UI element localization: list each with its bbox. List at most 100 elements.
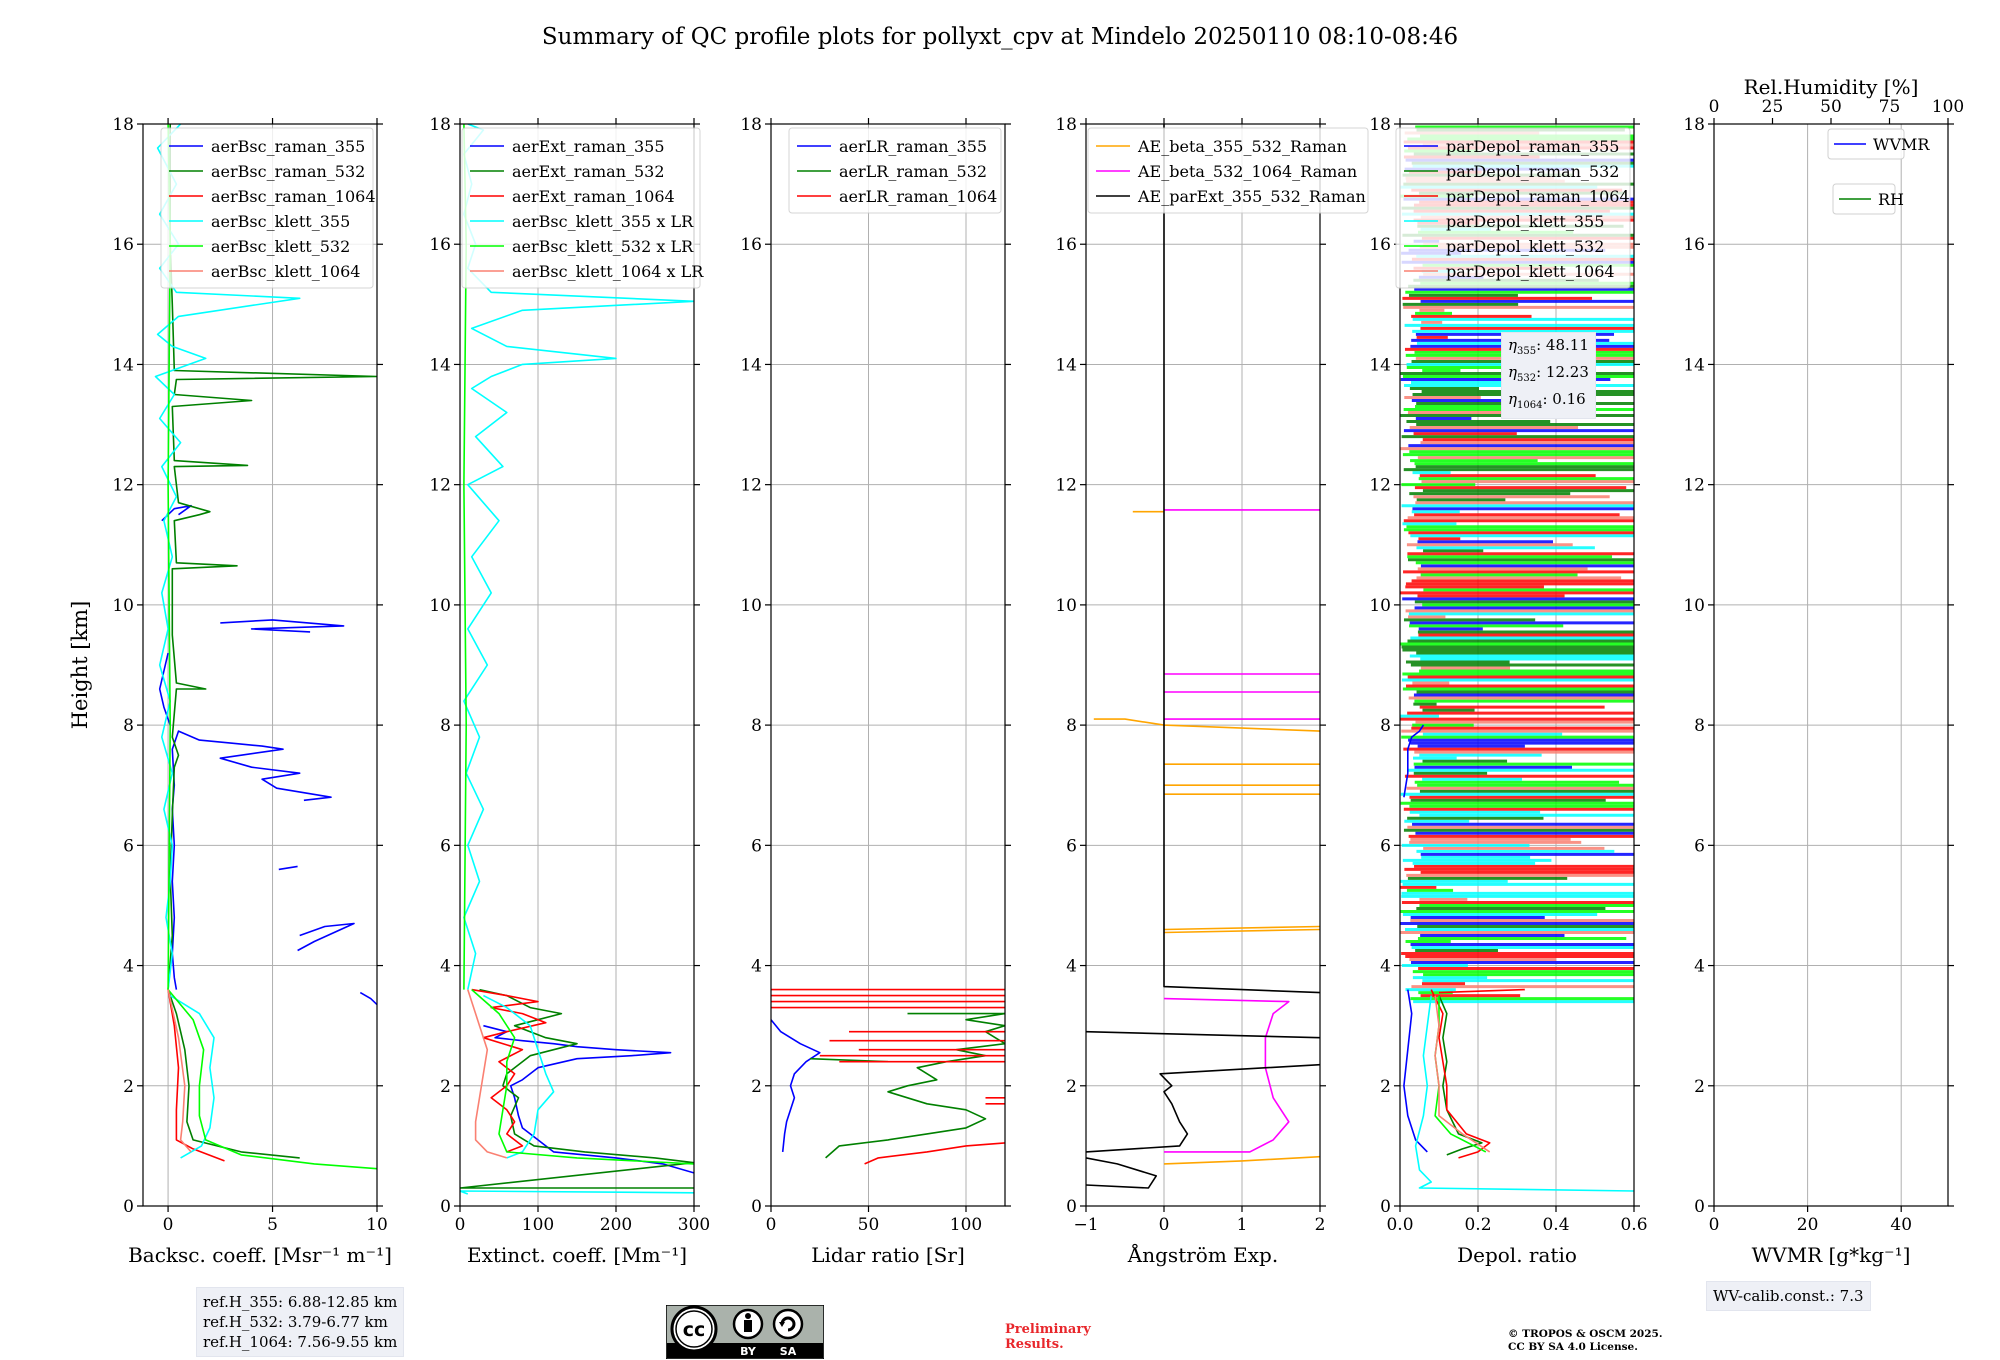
x-axis-label: Ångström Exp. xyxy=(1127,1242,1278,1267)
legend-box xyxy=(160,127,374,289)
x-axis-label: Lidar ratio [Sr] xyxy=(811,1243,965,1267)
x-axis-label: Extinct. coeff. [Mm⁻¹] xyxy=(467,1243,687,1267)
series-line-AE_parExt_355_532_Raman xyxy=(1086,1063,1320,1153)
figure-title: Summary of QC profile plots for pollyxt_… xyxy=(542,24,1458,50)
x-tick-label: 300 xyxy=(678,1215,710,1235)
y-tick-label: 10 xyxy=(1369,596,1391,616)
series-line-parDepol_raman_1064 xyxy=(1438,988,1525,994)
y-tick-label: 14 xyxy=(112,355,134,375)
y-tick-label: 12 xyxy=(740,476,762,496)
x-tick-label: 0 xyxy=(1709,1215,1720,1235)
y-tick-label: 2 xyxy=(440,1077,451,1097)
legend-label-aerBsc_klett_355 x LR: aerBsc_klett_355 x LR xyxy=(512,212,694,231)
series-line-aerBsc_raman_1064 xyxy=(167,989,225,1162)
y-tick-label: 18 xyxy=(429,115,451,135)
y-tick-label: 10 xyxy=(429,596,451,616)
x-tick-label: −1 xyxy=(1073,1215,1098,1235)
x-tick-label: 40 xyxy=(1890,1215,1912,1235)
ref-height-532: ref.H_532: 3.79-6.77 km xyxy=(203,1313,388,1331)
y-tick-label: 8 xyxy=(1380,716,1391,736)
series-line-aerBsc_klett_532 x LR xyxy=(471,988,694,1165)
plot-area xyxy=(771,988,1005,1165)
top-x-tick-label: 100 xyxy=(1932,97,1964,117)
cc-text: cc xyxy=(683,1319,706,1341)
series-line-aerExt_raman_532 xyxy=(460,988,694,1189)
y-tick-label: 16 xyxy=(740,235,762,255)
y-tick-label: 6 xyxy=(1694,836,1705,856)
legend-box xyxy=(788,127,1002,214)
legend-label-aerBsc_raman_532: aerBsc_raman_532 xyxy=(211,162,365,181)
series-line-aerBsc_raman_355 xyxy=(278,865,298,871)
legend-label-aerBsc_raman_1064: aerBsc_raman_1064 xyxy=(211,187,376,206)
preliminary-results-note: Preliminary Results. xyxy=(1005,1322,1091,1352)
series-line-aerBsc_raman_532 xyxy=(167,989,300,1159)
y-tick-label: 8 xyxy=(751,716,762,736)
series-line-AE_beta_355_532_Raman xyxy=(1163,1155,1320,1165)
y-tick-label: 2 xyxy=(1380,1077,1391,1097)
series-line-AE_beta_355_532_Raman xyxy=(1163,925,1320,931)
y-tick-label: 4 xyxy=(751,957,762,977)
y-tick-label: 16 xyxy=(1369,235,1391,255)
y-tick-label: 6 xyxy=(1066,836,1077,856)
y-tick-label: 12 xyxy=(1683,476,1705,496)
y-tick-label: 14 xyxy=(1055,355,1077,375)
legend-label-RH: RH xyxy=(1878,190,1904,209)
series-line-aerLR_raman_532 xyxy=(825,1012,1005,1159)
axes-frame xyxy=(770,123,1006,1207)
y-tick-label: 4 xyxy=(123,957,134,977)
x-tick-label: 0 xyxy=(766,1215,777,1235)
legend-label-aerExt_raman_1064: aerExt_raman_1064 xyxy=(512,187,675,206)
series-line-aerBsc_klett_532 xyxy=(167,989,377,1170)
legend-label-aerLR_raman_355: aerLR_raman_355 xyxy=(839,137,987,156)
y-tick-label: 8 xyxy=(1694,716,1705,736)
series-line-aerLR_raman_1064 xyxy=(864,1142,1005,1165)
y-axis-label: Height [km] xyxy=(68,601,92,730)
legend-label-parDepol_raman_355: parDepol_raman_355 xyxy=(1446,137,1619,156)
panel-extinction: 0 100 200 300 0 2 4 6 8 10 12 14 16 18 Extinct. coeff.… xyxy=(429,115,710,1267)
y-tick-label: 4 xyxy=(1066,957,1077,977)
legend-label-aerExt_raman_532: aerExt_raman_532 xyxy=(512,162,665,181)
legend-label-aerBsc_raman_355: aerBsc_raman_355 xyxy=(211,137,365,156)
series-line-aerBsc_raman_355 xyxy=(297,922,355,952)
y-tick-label: 10 xyxy=(112,596,134,616)
x-tick-label: 200 xyxy=(600,1215,632,1235)
cc-by-text: BY xyxy=(740,1345,757,1358)
x-axis-label: Backsc. coeff. [Msr⁻¹ m⁻¹] xyxy=(128,1243,392,1267)
axes-frame xyxy=(459,123,695,1207)
axes-frame xyxy=(142,123,378,1207)
series-line-parDepol_klett_1064 xyxy=(1434,995,1491,1153)
y-tick-label: 4 xyxy=(1380,957,1391,977)
y-tick-label: 14 xyxy=(429,355,451,375)
copyright-note: © TROPOS & OSCM 2025. CC BY SA 4.0 Licen… xyxy=(1508,1328,1663,1353)
series-line-aerBsc_raman_355 xyxy=(171,730,332,990)
series-line-aerBsc_klett_355 x LR xyxy=(483,994,555,1159)
y-tick-label: 16 xyxy=(429,235,451,255)
y-tick-label: 12 xyxy=(1369,476,1391,496)
y-tick-label: 18 xyxy=(1369,115,1391,135)
y-tick-label: 6 xyxy=(1380,836,1391,856)
legend-label-parDepol_klett_1064: parDepol_klett_1064 xyxy=(1446,262,1615,281)
y-tick-label: 10 xyxy=(1683,596,1705,616)
series-line-parDepol_raman_532 xyxy=(1438,995,1483,1156)
series-line-AE_beta_355_532_Raman xyxy=(1093,718,1320,732)
wv-calib-box: WV-calib.const.: 7.3 xyxy=(1706,1281,1871,1311)
y-tick-label: 18 xyxy=(1683,115,1705,135)
eta-355: η355: 48.11 xyxy=(1508,336,1589,357)
y-tick-label: 0 xyxy=(1380,1197,1391,1217)
series-line-AE_parExt_355_532_Raman xyxy=(1086,1030,1320,1039)
legend-label-WVMR: WVMR xyxy=(1873,135,1930,154)
legend-label-AE_beta_355_532_Raman: AE_beta_355_532_Raman xyxy=(1137,137,1347,156)
plot-area xyxy=(1086,124,1320,1189)
series-line-aerExt_raman_1064 xyxy=(471,988,547,1153)
cc-by-sa-badge-icon: cc BY SA xyxy=(666,1305,824,1359)
axes-frame xyxy=(1085,123,1321,1207)
series-line-aerBsc_klett_355 x LR xyxy=(460,1190,694,1195)
y-tick-label: 18 xyxy=(1055,115,1077,135)
axes-frame xyxy=(1399,123,1635,1207)
x-tick-label: 0.0 xyxy=(1386,1215,1413,1235)
y-tick-label: 4 xyxy=(440,957,451,977)
y-tick-label: 2 xyxy=(1694,1077,1705,1097)
y-tick-label: 16 xyxy=(1683,235,1705,255)
x-tick-label: 20 xyxy=(1797,1215,1819,1235)
